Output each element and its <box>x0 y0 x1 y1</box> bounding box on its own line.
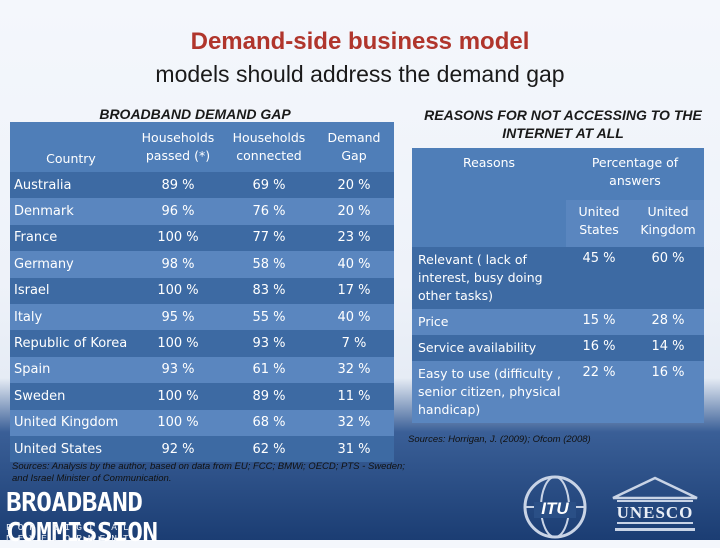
reason-cell: Easy to use (difficulty , senior citizen… <box>412 361 566 423</box>
country-cell: Israel <box>10 277 132 304</box>
table-header-row: Reasons Percentage of answers <box>412 148 704 247</box>
reasons-table: Reasons Percentage of answers United Sta… <box>412 148 704 423</box>
broadband-commission-tagline: FOR DIGITAL DEVELOPMENT <box>6 522 135 544</box>
connected-cell: 77 % <box>224 224 314 252</box>
passed-cell: 100 % <box>132 330 224 357</box>
gap-cell: 7 % <box>314 330 394 357</box>
country-cell: Italy <box>10 303 132 331</box>
reason-cell: Price <box>412 309 566 335</box>
column-header-united-states: United States <box>566 200 632 247</box>
country-cell: Denmark <box>10 198 132 225</box>
table-row: Germany 98 % 58 % 40 % <box>10 251 394 278</box>
table-row: Easy to use (difficulty , senior citizen… <box>412 361 704 423</box>
connected-cell: 89 % <box>224 383 314 410</box>
passed-cell: 93 % <box>132 356 224 384</box>
table-row: France 100 % 77 % 23 % <box>10 224 394 252</box>
us-percent-cell: 22 % <box>566 361 632 423</box>
unesco-logo: UNESCO <box>605 476 705 538</box>
itu-logo: ITU <box>510 474 600 540</box>
table-row: Price 15 % 28 % <box>412 309 704 335</box>
country-cell: Spain <box>10 356 132 384</box>
broadband-commission-logo: BROADBAND COMMISSION FOR DIGITAL DEVELOP… <box>0 488 240 548</box>
connected-cell: 62 % <box>224 435 314 463</box>
connected-cell: 58 % <box>224 251 314 278</box>
gap-cell: 11 % <box>314 383 394 410</box>
passed-cell: 89 % <box>132 172 224 199</box>
column-header-country: Country <box>10 122 132 172</box>
passed-cell: 100 % <box>132 383 224 410</box>
connected-cell: 68 % <box>224 409 314 436</box>
table-row: Spain 93 % 61 % 32 % <box>10 356 394 384</box>
table-row: Denmark 96 % 76 % 20 % <box>10 198 394 225</box>
us-percent-cell: 15 % <box>566 309 632 335</box>
country-cell: United States <box>10 435 132 463</box>
title-line-1: Demand-side business model <box>190 28 530 55</box>
gap-cell: 40 % <box>314 303 394 331</box>
country-cell: France <box>10 224 132 252</box>
gap-cell: 20 % <box>314 198 394 225</box>
reasons-heading: REASONS FOR NOT ACCESSING TO THE INTERNE… <box>424 107 702 141</box>
passed-cell: 100 % <box>132 224 224 252</box>
connected-cell: 76 % <box>224 198 314 225</box>
demand-gap-table: Country Households passed (*) Households… <box>10 122 394 463</box>
connected-cell: 69 % <box>224 172 314 199</box>
gap-cell: 23 % <box>314 224 394 252</box>
demand-gap-heading: BROADBAND DEMAND GAP <box>99 106 291 122</box>
gap-cell: 20 % <box>314 172 394 199</box>
column-header-households-connected: Households connected <box>224 122 314 172</box>
reason-cell: Relevant ( lack of interest, busy doing … <box>412 247 566 309</box>
gap-cell: 31 % <box>314 435 394 463</box>
passed-cell: 100 % <box>132 277 224 304</box>
demand-gap-source-note: Sources: Analysis by the author, based o… <box>12 461 405 484</box>
uk-percent-cell: 60 % <box>632 247 704 309</box>
table-row: United Kingdom 100 % 68 % 32 % <box>10 409 394 436</box>
table-row: Service availability 16 % 14 % <box>412 335 704 361</box>
us-percent-cell: 45 % <box>566 247 632 309</box>
passed-cell: 95 % <box>132 303 224 331</box>
table-row: Republic of Korea 100 % 93 % 7 % <box>10 330 394 357</box>
itu-wordmark: ITU <box>541 499 569 518</box>
table-row: Italy 95 % 55 % 40 % <box>10 303 394 331</box>
country-cell: Sweden <box>10 383 132 410</box>
country-cell: Australia <box>10 172 132 199</box>
table-row: Israel 100 % 83 % 17 % <box>10 277 394 304</box>
table-row: Australia 89 % 69 % 20 % <box>10 172 394 199</box>
table-row: United States 92 % 62 % 31 % <box>10 435 394 463</box>
title-line-2: models should address the demand gap <box>155 61 565 87</box>
uk-percent-cell: 28 % <box>632 309 704 335</box>
column-header-households-passed: Households passed (*) <box>132 122 224 172</box>
column-header-demand-gap: Demand Gap <box>314 122 394 172</box>
reasons-source-note: Sources: Horrigan, J. (2009); Ofcom (200… <box>408 434 591 445</box>
reason-cell: Service availability <box>412 335 566 361</box>
passed-cell: 92 % <box>132 435 224 463</box>
passed-cell: 98 % <box>132 251 224 278</box>
table-subheader-row: United States United Kingdom <box>412 200 704 247</box>
passed-cell: 96 % <box>132 198 224 225</box>
unesco-wordmark: UNESCO <box>616 503 694 522</box>
gap-cell: 32 % <box>314 409 394 436</box>
table-header-row: Country Households passed (*) Households… <box>10 122 394 172</box>
connected-cell: 61 % <box>224 356 314 384</box>
uk-percent-cell: 16 % <box>632 361 704 423</box>
connected-cell: 93 % <box>224 330 314 357</box>
connected-cell: 55 % <box>224 303 314 331</box>
country-cell: United Kingdom <box>10 409 132 436</box>
table-row: Sweden 100 % 89 % 11 % <box>10 383 394 410</box>
slide-title: Demand-side business model models should… <box>0 26 720 90</box>
gap-cell: 17 % <box>314 277 394 304</box>
gap-cell: 40 % <box>314 251 394 278</box>
connected-cell: 83 % <box>224 277 314 304</box>
us-percent-cell: 16 % <box>566 335 632 361</box>
table-row: Relevant ( lack of interest, busy doing … <box>412 247 704 309</box>
column-header-reasons: Reasons <box>412 148 566 247</box>
column-header-united-kingdom: United Kingdom <box>632 200 704 247</box>
country-cell: Republic of Korea <box>10 330 132 357</box>
country-cell: Germany <box>10 251 132 278</box>
gap-cell: 32 % <box>314 356 394 384</box>
column-header-percentage: Percentage of answers <box>566 148 704 200</box>
passed-cell: 100 % <box>132 409 224 436</box>
uk-percent-cell: 14 % <box>632 335 704 361</box>
